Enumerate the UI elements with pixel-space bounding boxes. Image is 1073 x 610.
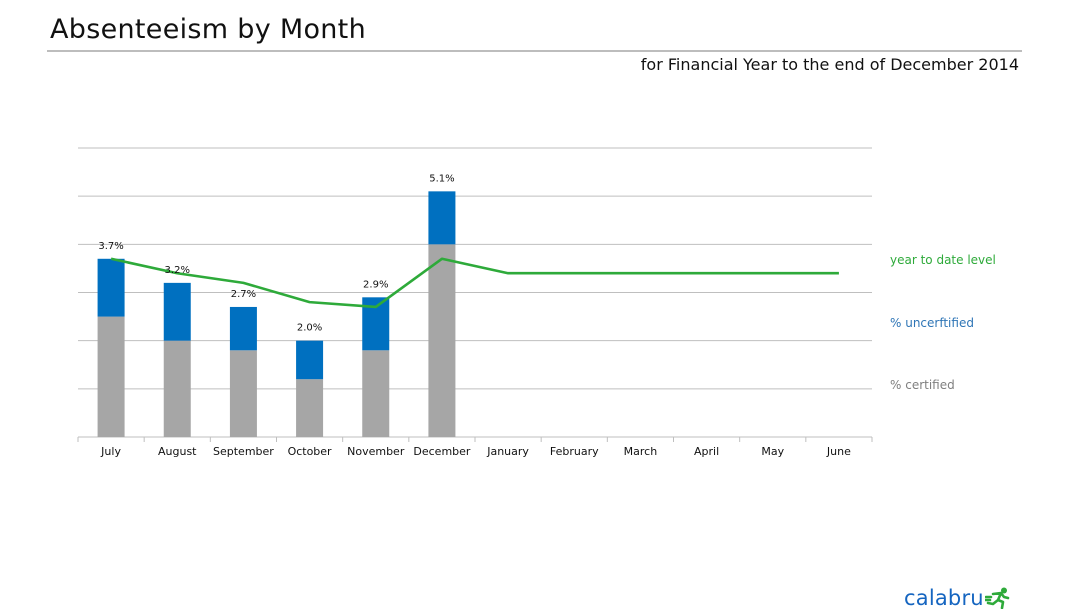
x-tick-label: January: [486, 445, 529, 458]
x-tick-label: June: [826, 445, 851, 458]
running-man-icon: [985, 587, 1010, 609]
x-tick-label: August: [158, 445, 197, 458]
x-tick-label: November: [347, 445, 405, 458]
data-label: 2.7%: [231, 289, 256, 300]
data-label: 3.2%: [165, 265, 190, 276]
data-label: 3.7%: [98, 241, 123, 252]
ytd-line: [110, 257, 839, 309]
title-divider: [47, 50, 1022, 52]
x-tick-label: December: [413, 445, 471, 458]
data-label: 2.0%: [297, 323, 322, 334]
bar-uncertified: [97, 258, 125, 317]
bar-uncertified: [229, 306, 257, 351]
data-label: 5.1%: [429, 173, 454, 184]
x-tick-label: April: [694, 445, 719, 458]
bar-uncertified: [296, 340, 324, 380]
bar-certified: [362, 350, 390, 437]
calabru-logo-text: calabru: [904, 586, 984, 610]
page-title: Absenteeism by Month: [50, 14, 366, 45]
bar-certified: [163, 340, 191, 437]
x-tick-label: October: [288, 445, 332, 458]
data-label: 2.9%: [363, 279, 388, 290]
bar-uncertified: [163, 282, 191, 341]
legend-item-ytd: year to date level: [890, 253, 996, 267]
bar-certified: [428, 244, 456, 437]
page-subtitle: for Financial Year to the end of Decembe…: [640, 55, 1019, 74]
legend-item-uncertified: % uncerftified: [890, 316, 974, 330]
legend-item-certified: % certified: [890, 378, 955, 392]
x-tick-label: February: [550, 445, 599, 458]
x-tick-label: March: [624, 445, 658, 458]
x-tick-label: May: [761, 445, 784, 458]
bar-certified: [296, 379, 324, 437]
bar-certified: [97, 316, 125, 437]
x-tick-label: September: [213, 445, 274, 458]
bar-certified: [229, 350, 257, 437]
bar-uncertified: [428, 191, 456, 245]
x-tick-label: July: [100, 445, 121, 458]
